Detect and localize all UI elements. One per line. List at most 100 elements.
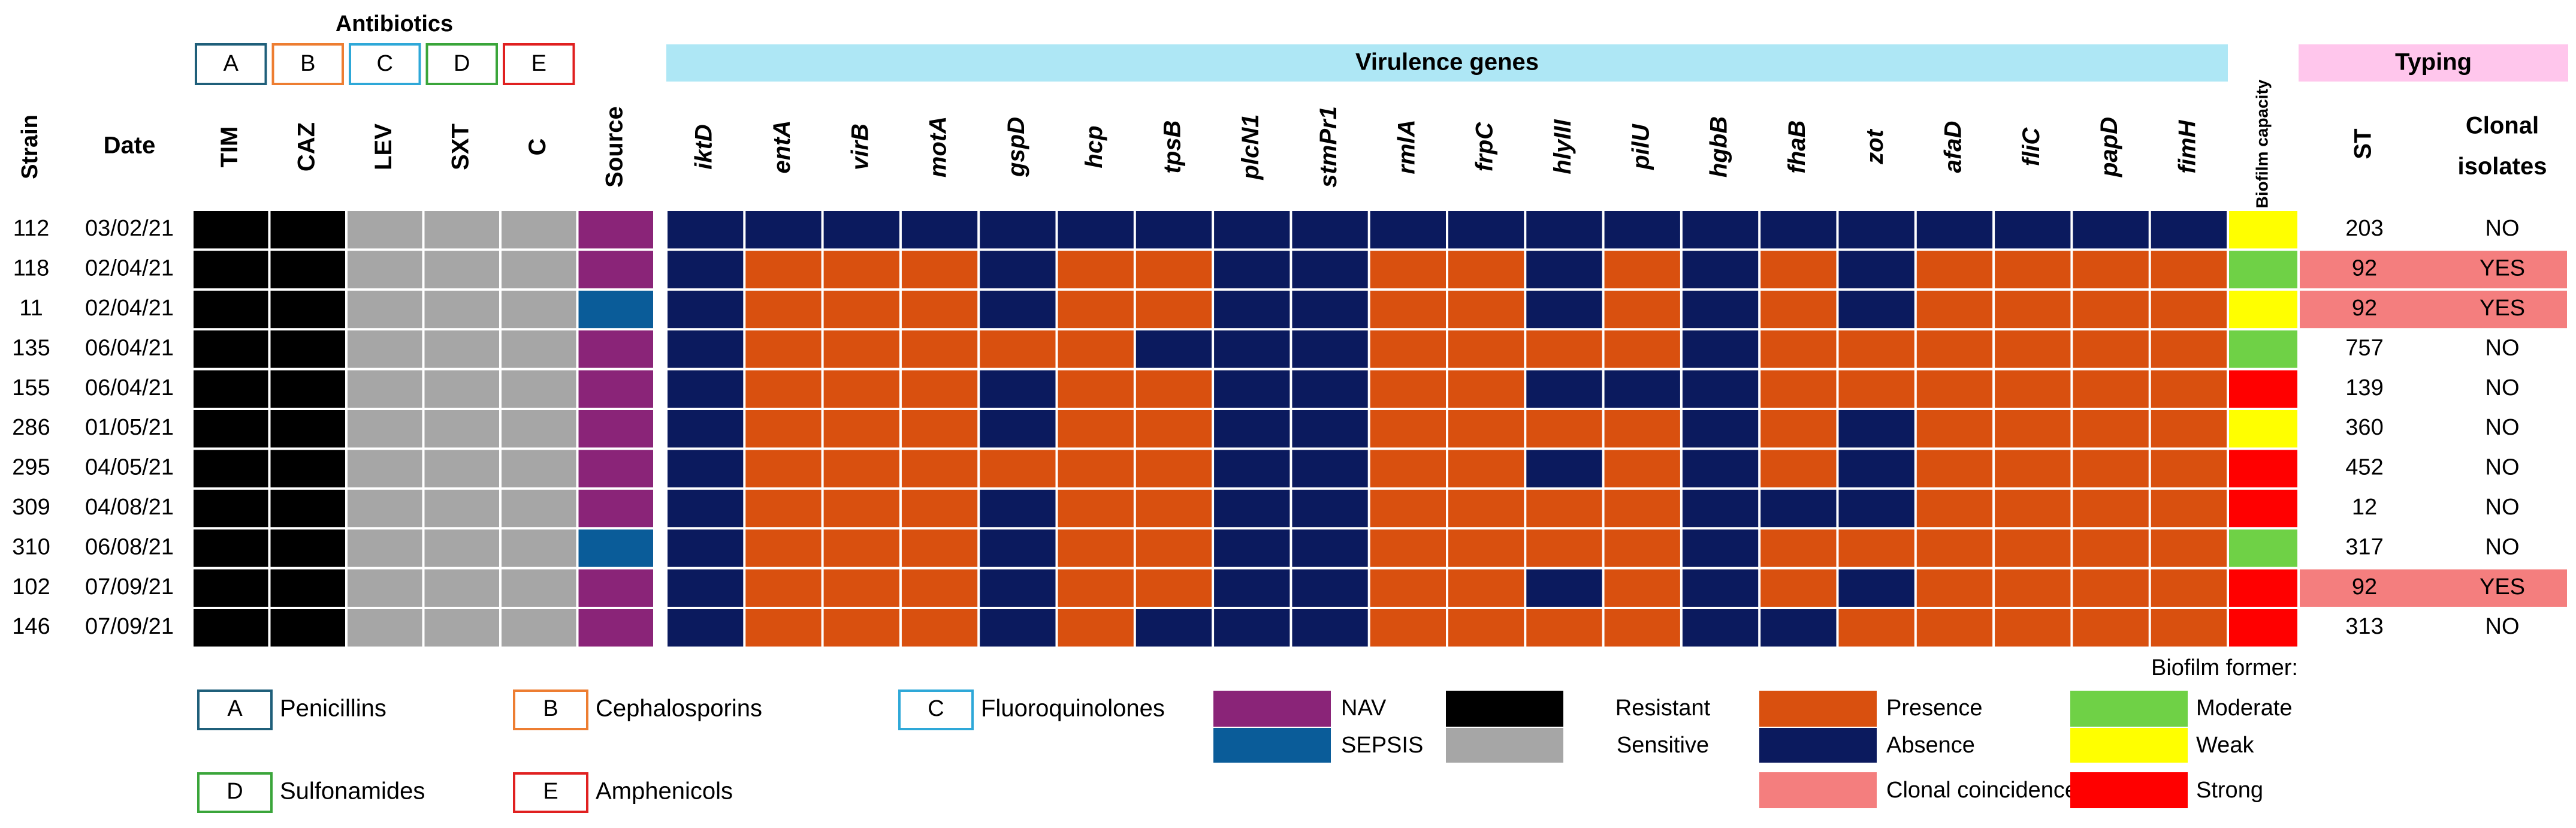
- abx-cell: [270, 609, 345, 647]
- gene-cell: [1136, 609, 1212, 647]
- abx-cell: [194, 290, 268, 329]
- st-value: 317: [2345, 534, 2383, 559]
- col-header-lev: LEV: [370, 124, 397, 170]
- legend-class-letter: C: [928, 696, 944, 721]
- gene-cell: [980, 290, 1056, 329]
- biofilm-cell: [2229, 290, 2297, 329]
- strain-label: 295: [12, 455, 50, 480]
- gene-cell: [980, 330, 1056, 368]
- gene-cell: [2151, 529, 2227, 567]
- gene-cell: [2073, 609, 2149, 647]
- gene-cell: [745, 330, 822, 368]
- strain-label: 286: [12, 415, 50, 440]
- gene-cell: [980, 569, 1056, 607]
- gene-cell: [1370, 569, 1446, 607]
- biofilm-cell: [2229, 529, 2297, 567]
- legend-class-letter: D: [227, 779, 243, 804]
- gene-cell: [2073, 569, 2149, 607]
- date-label: 03/02/21: [85, 216, 174, 241]
- date-label: 06/08/21: [85, 534, 174, 559]
- biofilm-cell: [2229, 489, 2297, 528]
- biofilm-cell: [2229, 410, 2297, 448]
- date-label: 01/05/21: [85, 415, 174, 440]
- legend-presence-swatch: [1759, 691, 1877, 727]
- gene-cell: [1292, 211, 1368, 249]
- date-label: 06/04/21: [85, 375, 174, 401]
- abx-cell: [348, 290, 422, 329]
- source-cell: [578, 330, 653, 368]
- gene-cell: [1526, 569, 1602, 607]
- gene-cell: [2151, 410, 2227, 448]
- abx-cell: [270, 370, 345, 408]
- gene-cell: [1214, 251, 1290, 288]
- class-letter-e: E: [531, 51, 546, 76]
- legend-sepsis-label: SEPSIS: [1341, 733, 1423, 758]
- abx-cell: [424, 290, 499, 329]
- abx-cell: [194, 211, 268, 249]
- gene-cell: [1760, 410, 1837, 448]
- gene-cell: [1838, 370, 1914, 408]
- legend-weak-label: Weak: [2196, 733, 2254, 758]
- gene-cell: [901, 370, 978, 408]
- gene-cell: [1995, 410, 2071, 448]
- gene-cell: [1838, 251, 1914, 288]
- gene-header-plcn1: plcN1: [1237, 115, 1264, 180]
- source-cell: [578, 529, 653, 567]
- col-header-st: ST: [2350, 128, 2376, 159]
- gene-cell: [823, 450, 899, 487]
- gene-cell: [1838, 330, 1914, 368]
- class-box-b: [271, 43, 344, 85]
- legend-biofilm-title: Biofilm former:: [2151, 655, 2298, 681]
- strain-label: 310: [12, 534, 50, 559]
- gene-header-fhab: fhaB: [1784, 121, 1810, 174]
- gene-cell: [745, 609, 822, 647]
- gene-cell: [1370, 370, 1446, 408]
- source-cell: [578, 211, 653, 249]
- gene-cell: [1526, 370, 1602, 408]
- col-header-sxt: SXT: [447, 124, 473, 170]
- gene-cell: [1214, 609, 1290, 647]
- gene-cell: [1448, 489, 1524, 528]
- gene-cell: [1682, 569, 1759, 607]
- gene-cell: [745, 489, 822, 528]
- gene-cell: [1136, 330, 1212, 368]
- abx-cell: [270, 211, 345, 249]
- biofilm-cell: [2229, 251, 2297, 288]
- gene-cell: [2073, 251, 2149, 288]
- gene-cell: [1526, 211, 1602, 249]
- abx-cell: [424, 370, 499, 408]
- gene-cell: [1058, 609, 1134, 647]
- gene-header-gspd: gspD: [1003, 117, 1029, 177]
- st-value: 92: [2352, 296, 2377, 321]
- gene-header-pilu: pilU: [1627, 124, 1654, 170]
- abx-cell: [502, 450, 576, 487]
- gene-cell: [1604, 609, 1680, 647]
- clonal-value: NO: [2486, 335, 2520, 360]
- gene-cell: [745, 211, 822, 249]
- date-label: 07/09/21: [85, 614, 174, 639]
- legend-presence-label: Presence: [1886, 695, 1983, 721]
- gene-cell: [1604, 410, 1680, 448]
- gene-cell: [1760, 450, 1837, 487]
- gene-cell: [1214, 290, 1290, 329]
- gene-cell: [1838, 489, 1914, 528]
- abx-cell: [424, 410, 499, 448]
- abx-cell: [270, 251, 345, 288]
- source-cell: [578, 251, 653, 288]
- gene-cell: [1682, 529, 1759, 567]
- gene-header-zot: zot: [1862, 128, 1888, 164]
- gene-cell: [2151, 211, 2227, 249]
- gene-cell: [1292, 370, 1368, 408]
- abx-cell: [424, 569, 499, 607]
- clonal-value: NO: [2486, 455, 2520, 480]
- clonal-value: NO: [2486, 375, 2520, 401]
- gene-cell: [1448, 529, 1524, 567]
- gene-cell: [1214, 489, 1290, 528]
- clonal-value: YES: [2480, 296, 2525, 321]
- abx-cell: [424, 211, 499, 249]
- abx-cell: [348, 529, 422, 567]
- gene-cell: [1058, 489, 1134, 528]
- legend-class-letter: E: [543, 779, 558, 804]
- gene-cell: [1370, 609, 1446, 647]
- gene-cell: [1760, 529, 1837, 567]
